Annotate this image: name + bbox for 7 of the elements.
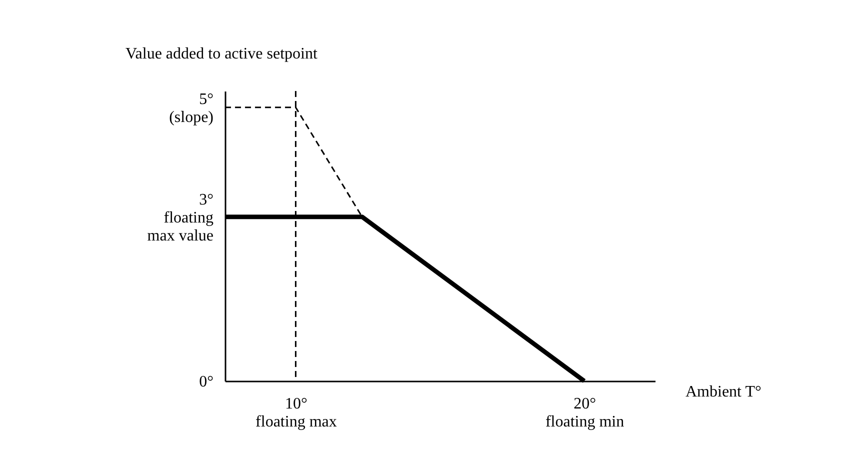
y-tick-label: 3° floating max value [147, 191, 214, 244]
y-tick-label: 0° [199, 374, 214, 390]
x-tick-label: 10° floating max [256, 396, 337, 430]
x-axis-title: Ambient T° [686, 384, 762, 400]
y-axis-title: Value added to active setpoint [126, 46, 318, 62]
y-tick-label: 5° (slope) [169, 90, 214, 126]
x-tick-label: 20° floating min [545, 396, 624, 430]
